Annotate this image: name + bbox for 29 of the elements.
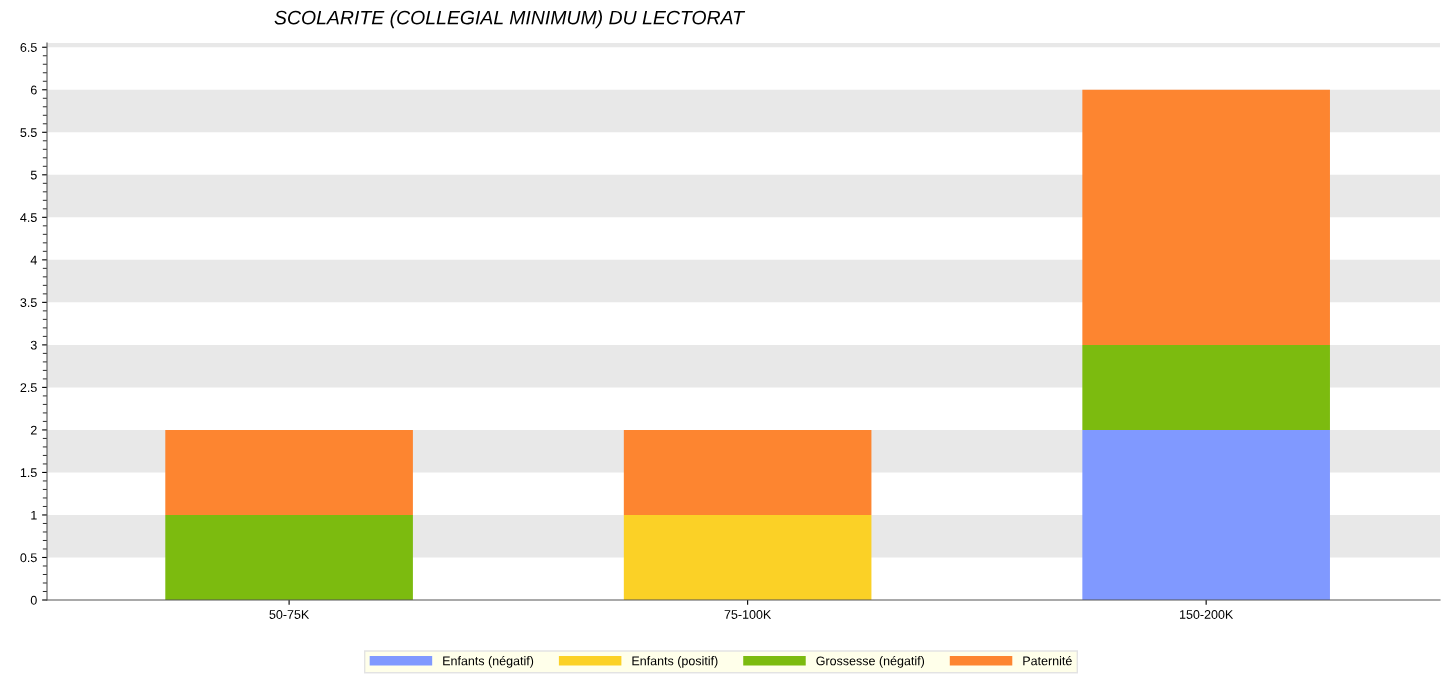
- y-tick-label: 0.5: [20, 553, 37, 563]
- bar: [623, 429, 872, 515]
- y-tick-label: 5: [30, 170, 37, 180]
- y-tick-label: 0: [30, 595, 37, 605]
- y-tick-label: 6.5: [20, 43, 37, 52]
- y-tick-label: 5.5: [20, 128, 37, 137]
- y-tick-label: 6: [30, 85, 37, 95]
- y-tick-label: 1: [31, 510, 37, 520]
- y-tick-label: 3: [30, 340, 37, 350]
- x-tick-label: 75-100K: [724, 610, 772, 619]
- x-tick-label: 50-75K: [269, 610, 310, 619]
- bar: [1082, 344, 1330, 430]
- legend-label: Paternité: [1023, 655, 1072, 666]
- legend-label: Enfants (négatif): [443, 655, 534, 668]
- bar: [165, 429, 413, 515]
- y-tick-label: 3.5: [20, 298, 37, 308]
- bar: [1082, 89, 1330, 345]
- legend-label: Enfants (positif): [632, 656, 718, 668]
- bar: [1082, 429, 1330, 600]
- y-tick-label: 1.5: [20, 468, 37, 478]
- bar: [623, 514, 872, 600]
- y-tick-label: 4: [30, 255, 37, 265]
- y-tick-label: 2.5: [20, 383, 37, 393]
- bar: [165, 514, 413, 600]
- y-tick-label: 2: [30, 425, 37, 435]
- y-tick-label: 4.5: [20, 213, 37, 222]
- x-tick-label: 150-200K: [1180, 610, 1234, 619]
- legend-label: Grossesse (négatif): [816, 655, 925, 668]
- chart-title: SCOLARITE (COLLEGIAL MINIMUM) DU LECTORAT: [274, 10, 746, 29]
